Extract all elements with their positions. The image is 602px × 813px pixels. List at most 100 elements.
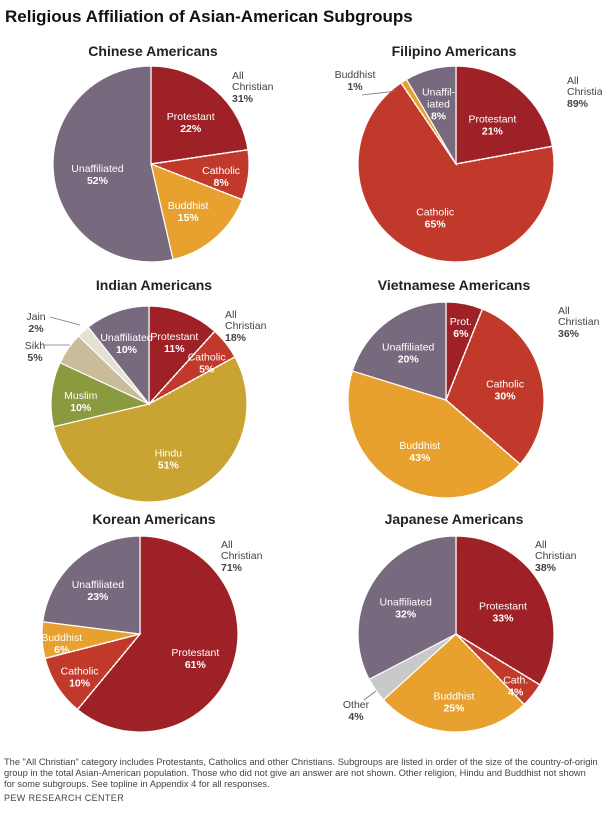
- slice-label-protestant: Protestant: [150, 331, 198, 343]
- all-christian-value: 38%: [535, 562, 557, 574]
- pie-slice-buddhist: [382, 633, 526, 733]
- slice-label-unaffiliated: Unaffiliated: [71, 163, 124, 175]
- slice-label-unaffiliated: Unaffiliated: [72, 579, 125, 591]
- pie-slice-protestant: [148, 305, 216, 406]
- all-christian-boundary: [445, 399, 521, 465]
- protestant-catholic-divider: [148, 330, 216, 405]
- slice-value-unaffiliated: 23%: [87, 591, 109, 603]
- slice-value-protestant: 21%: [482, 125, 504, 137]
- slice-label-buddhist: Buddhist: [335, 69, 376, 81]
- pie-slice-protestant: [455, 535, 555, 686]
- all-christian-label-line1: All: [232, 70, 244, 82]
- slice-label-catholic: Catholic: [188, 351, 226, 363]
- all-christian-label-line1: All: [558, 305, 570, 317]
- slice-value-unaffiliated: 8%: [431, 111, 447, 123]
- slice-value-sikh: 5%: [27, 352, 43, 364]
- pie-slice-protestant: [76, 535, 239, 733]
- pie-slice-unaffiliated: [42, 535, 141, 635]
- chart-title: Indian Americans: [96, 277, 212, 293]
- slice-value-buddhist: 15%: [178, 212, 200, 224]
- slice-label-unaffiliated: Unaffil-: [422, 87, 456, 99]
- slice-label-unaffiliated: Unaffiliated: [100, 332, 153, 344]
- chart-title: Vietnamese Americans: [378, 277, 531, 293]
- protestant-catholic-divider: [455, 633, 541, 686]
- slice-label-unaffiliated: Unaffiliated: [382, 342, 435, 354]
- all-christian-value: 71%: [221, 562, 243, 574]
- page-title: Religious Affiliation of Asian-American …: [5, 7, 413, 26]
- pie-slice-unaffiliated: [52, 65, 174, 263]
- slice-value-jain: 2%: [28, 323, 44, 335]
- all-christian-value: 89%: [567, 98, 589, 110]
- pie-chart-japanese-americans: Japanese AmericansProtestant33%Cath.4%Bu…: [343, 511, 577, 733]
- pie-slice-catholic: [445, 308, 545, 466]
- slice-label-prot: Prot.: [450, 316, 472, 328]
- footnote: The "All Christian" category includes Pr…: [4, 757, 598, 790]
- slice-value-prot: 6%: [453, 328, 469, 340]
- slice-value-catholic: 8%: [214, 177, 230, 189]
- all-christian-boundary: [44, 633, 141, 660]
- slice-label-catholic: Catholic: [202, 165, 240, 177]
- pie-slice-protestant: [455, 65, 554, 165]
- slice-label-catholic: Catholic: [61, 665, 99, 677]
- slice-value-protestant: 61%: [185, 659, 207, 671]
- protestant-catholic-divider: [455, 145, 553, 165]
- slice-label-buddhist: Buddhist: [434, 691, 475, 703]
- slice-value-unaffiliated: 32%: [395, 609, 417, 621]
- slice-value-muslim: 10%: [70, 402, 92, 414]
- chart-title: Korean Americans: [92, 511, 215, 527]
- all-christian-label-line1: All: [535, 539, 547, 551]
- slice-value-other: 4%: [348, 711, 364, 723]
- slice-label-buddhist: Buddhist: [41, 632, 82, 644]
- all-christian-boundary: [400, 82, 457, 165]
- slice-label-catholic: Catholic: [416, 207, 454, 219]
- pie-slice-catholic: [357, 82, 555, 263]
- slice-value-catholic: 30%: [495, 391, 517, 403]
- slice-value-hindu: 51%: [158, 459, 180, 471]
- slice-label-muslim: Muslim: [64, 390, 98, 402]
- slice-value-unaffiliated: 52%: [87, 175, 109, 187]
- all-christian-label-line2: Christian: [221, 550, 263, 562]
- slice-label-hindu: Hindu: [155, 447, 183, 459]
- slice-label-protestant: Protestant: [468, 113, 516, 125]
- slice-label-other: Other: [343, 699, 370, 711]
- all-christian-label-line2: Christian: [535, 550, 577, 562]
- pie-slice-hindu: [52, 356, 248, 503]
- pie-slice-unaffiliated: [351, 301, 447, 401]
- slice-label-jain: Jain: [26, 311, 45, 323]
- slice-label-protestant: Protestant: [167, 111, 215, 123]
- slice-value-catholic: 65%: [425, 219, 447, 231]
- slice-value-unaffiliated: 10%: [116, 344, 138, 356]
- slice-label-buddhist: Buddhist: [168, 200, 209, 212]
- all-christian-boundary: [455, 633, 525, 705]
- slice-value-unaffiliated: 20%: [398, 354, 420, 366]
- chart-title: Chinese Americans: [88, 43, 218, 59]
- pie-slice-unaffiliated: [87, 305, 150, 406]
- all-christian-value: 31%: [232, 93, 254, 105]
- slice-label-buddhist: Buddhist: [399, 440, 440, 452]
- pie-slice-protestant: [150, 65, 249, 165]
- all-christian-label-line2: Christian: [567, 86, 602, 98]
- slice-value-buddhist: 25%: [443, 703, 465, 715]
- all-christian-label-line1: All: [567, 75, 579, 87]
- all-christian-value: 36%: [558, 328, 580, 340]
- all-christian-value: 18%: [225, 332, 247, 344]
- protestant-catholic-divider: [445, 308, 484, 401]
- pie-slice-buddhist: [347, 370, 521, 499]
- pie-slice-unaffiliated: [357, 535, 457, 681]
- pie-slice-unaffiliated: [405, 65, 457, 167]
- slice-value-protestant: 11%: [164, 343, 185, 355]
- slice-label-catholic: Catholic: [486, 379, 524, 391]
- pie-charts-canvas: Chinese AmericansProtestant22%Catholic8%…: [25, 43, 602, 733]
- all-christian-label-line1: All: [221, 539, 233, 551]
- slice-label-unaffiliated: iated: [427, 99, 450, 111]
- slice-label-sikh: Sikh: [25, 340, 46, 352]
- all-christian-label-line2: Christian: [558, 316, 600, 328]
- pie-slice-buddhist: [150, 163, 244, 261]
- protestant-catholic-divider: [76, 633, 141, 711]
- slice-value-protestant: 22%: [180, 123, 202, 135]
